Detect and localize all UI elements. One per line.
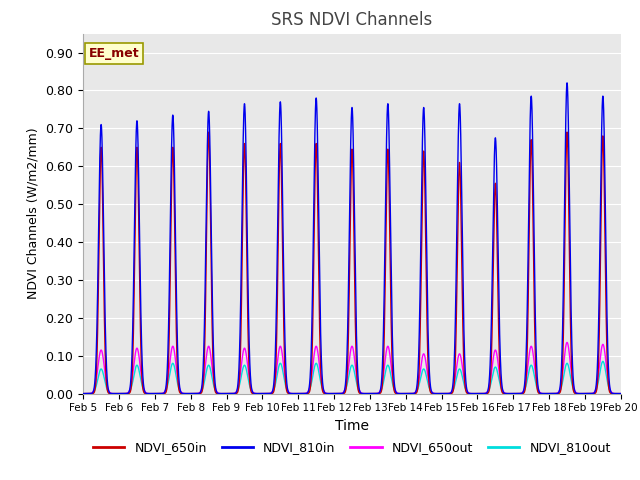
Legend: NDVI_650in, NDVI_810in, NDVI_650out, NDVI_810out: NDVI_650in, NDVI_810in, NDVI_650out, NDV…	[88, 436, 616, 459]
Text: EE_met: EE_met	[88, 47, 140, 60]
Y-axis label: NDVI Channels (W/m2/mm): NDVI Channels (W/m2/mm)	[27, 128, 40, 300]
X-axis label: Time: Time	[335, 419, 369, 433]
Title: SRS NDVI Channels: SRS NDVI Channels	[271, 11, 433, 29]
